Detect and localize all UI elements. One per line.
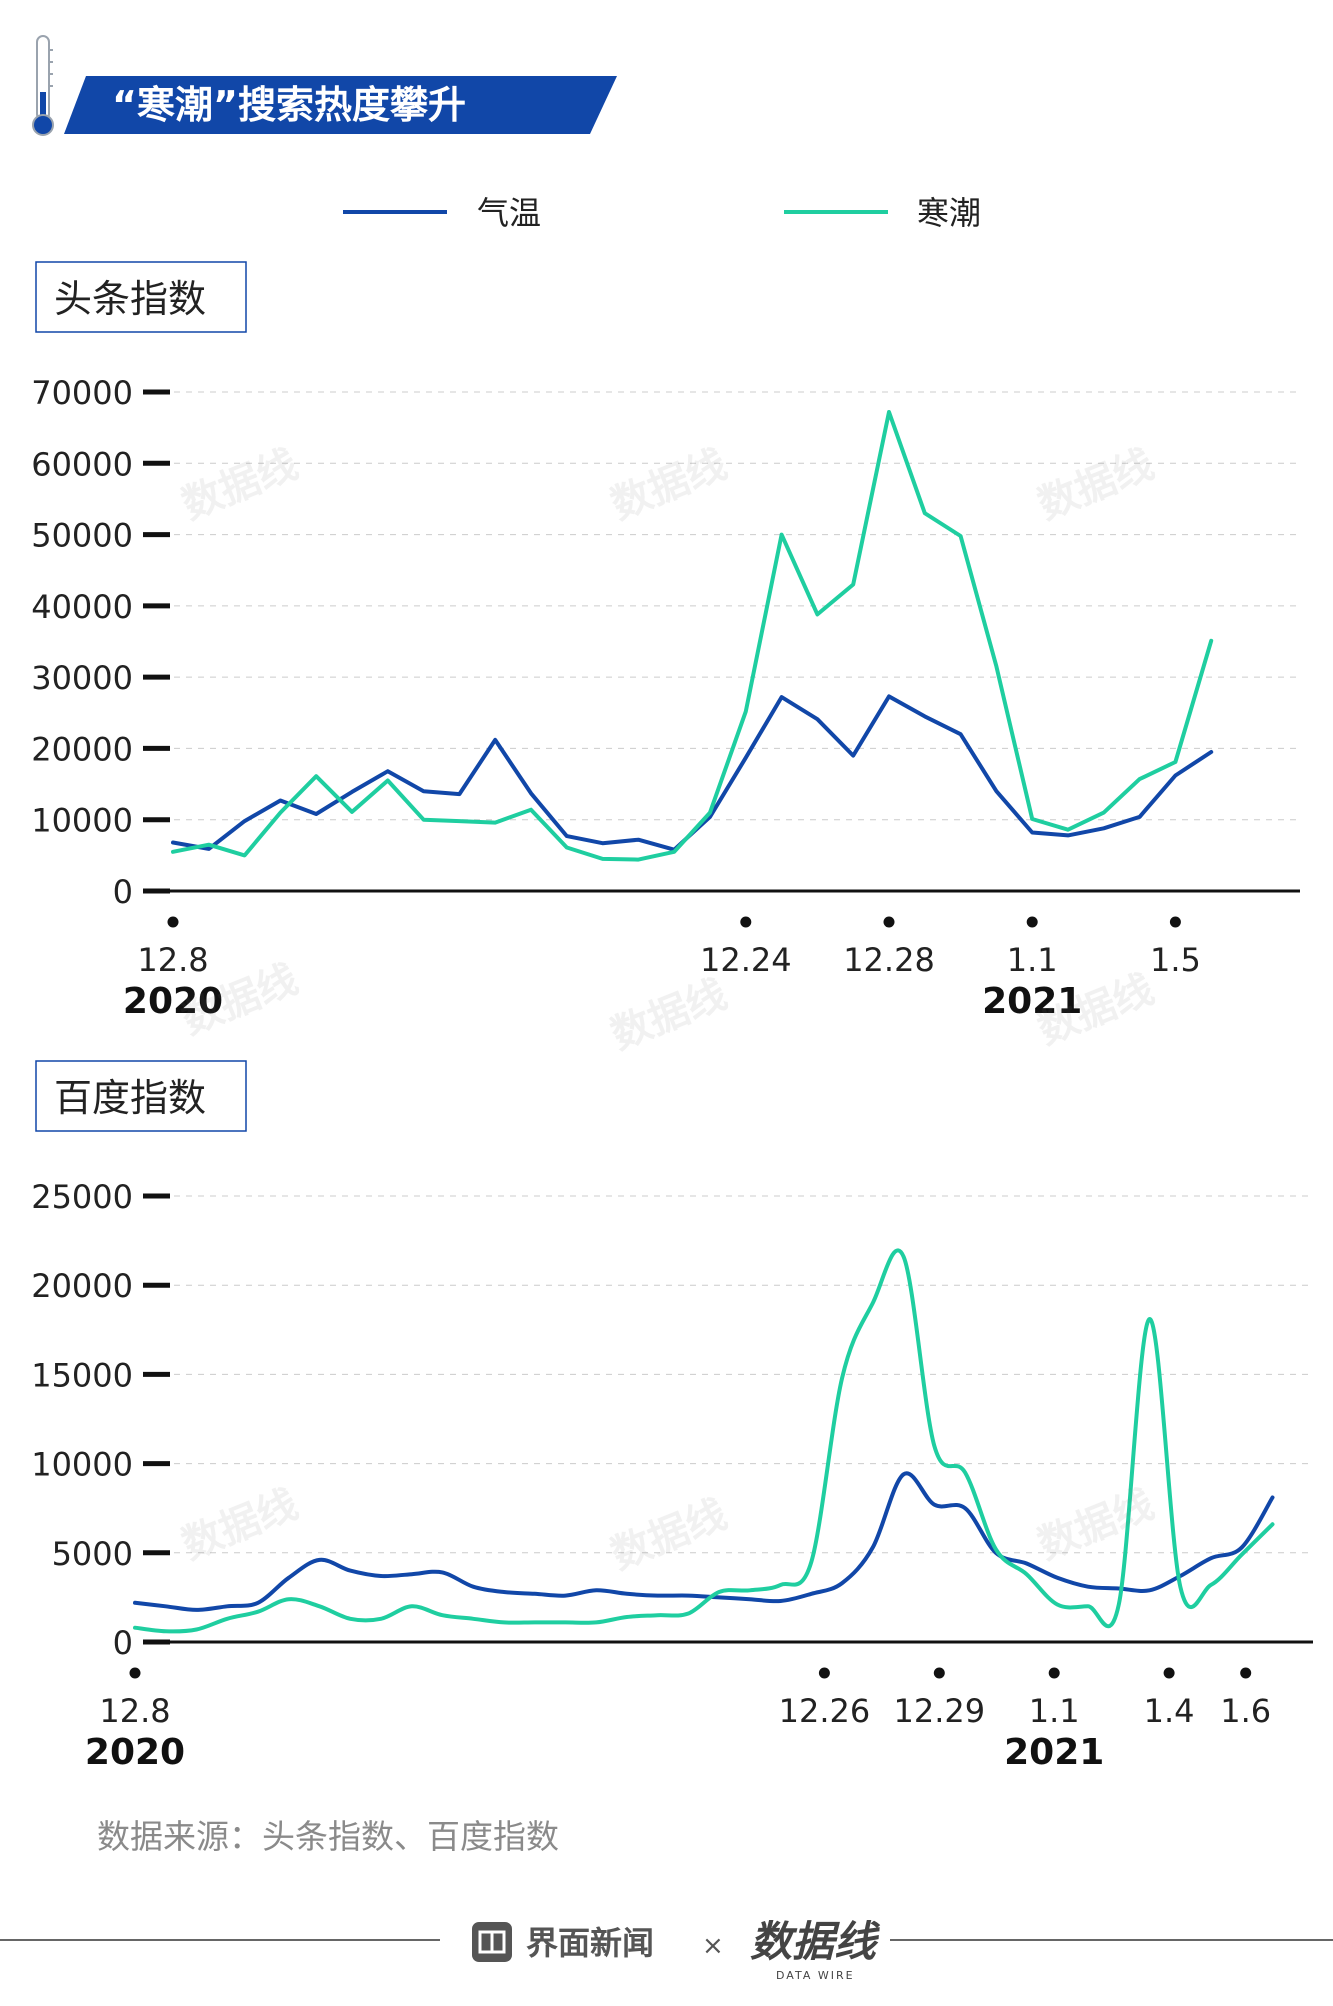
chart-title-box <box>35 261 247 333</box>
x-tick-label: 12.26 <box>779 1692 871 1730</box>
x-tick-label: 12.28 <box>843 941 935 979</box>
x-tick-label: 12.8 <box>137 941 208 979</box>
series-line-temperature <box>133 1471 1275 1612</box>
y-tick-label: 70000 <box>31 374 133 412</box>
year-label: 2020 <box>85 1732 185 1773</box>
y-tick-label: 5000 <box>52 1535 133 1573</box>
x-tick-dot <box>1048 1667 1060 1679</box>
title-banner <box>64 76 617 134</box>
x-tick-dot <box>167 916 179 928</box>
x-tick-dot <box>1026 916 1038 928</box>
legend-label-temperature: 气温 <box>477 194 541 230</box>
y-tick-label: 25000 <box>31 1178 133 1216</box>
x-tick-label: 1.1 <box>1007 941 1058 979</box>
x-tick-dot <box>1240 1667 1252 1679</box>
x-tick-dot <box>933 1667 945 1679</box>
y-tick-label: 20000 <box>31 1267 133 1305</box>
chart-title: 头条指数 <box>54 277 206 321</box>
x-tick-label: 12.29 <box>893 1692 985 1730</box>
y-tick-label: 60000 <box>31 445 133 483</box>
header: “寒潮”搜索热度攀升 气温 寒潮 <box>32 35 981 230</box>
x-tick-label: 1.5 <box>1150 941 1201 979</box>
x-tick-label: 12.8 <box>99 1692 170 1730</box>
footer: 界面新闻 × 数据线 DATA WIRE <box>0 1917 1333 1982</box>
y-tick-label: 30000 <box>31 659 133 697</box>
y-tick-label: 0 <box>113 873 133 911</box>
partner-logo: 数据线 <box>750 1917 881 1966</box>
x-tick-dot <box>818 1667 830 1679</box>
chart-title-box <box>35 1060 247 1132</box>
jiemian-logo-icon <box>472 1922 512 1962</box>
thermometer-icon <box>32 35 54 136</box>
year-label: 2021 <box>1004 1732 1104 1773</box>
y-tick-label: 10000 <box>31 1446 133 1484</box>
series-line-cold-wave <box>171 410 1214 862</box>
y-tick-label: 40000 <box>31 588 133 626</box>
y-tick-label: 10000 <box>31 802 133 840</box>
y-tick-label: 0 <box>113 1624 133 1662</box>
y-tick-label: 20000 <box>31 730 133 768</box>
x-tick-label: 1.6 <box>1220 1692 1271 1730</box>
x-tick-dot <box>1169 916 1181 928</box>
year-label: 2021 <box>982 981 1082 1022</box>
x-tick-dot <box>740 916 752 928</box>
legend: 气温 寒潮 <box>343 194 981 230</box>
footer-cross: × <box>702 1931 724 1961</box>
x-tick-label: 1.4 <box>1144 1692 1195 1730</box>
chart-title: 百度指数 <box>54 1076 206 1120</box>
x-tick-label: 12.24 <box>700 941 792 979</box>
x-tick-dot <box>1163 1667 1175 1679</box>
y-tick-label: 15000 <box>31 1356 133 1394</box>
y-tick-label: 50000 <box>31 517 133 555</box>
year-label: 2020 <box>123 981 223 1022</box>
x-tick-dot <box>883 916 895 928</box>
publisher-name: 界面新闻 <box>526 1924 654 1962</box>
toutiao-chart: 头条指数 70000 60000 50000 40000 30000 20000 10000 0… <box>31 261 1300 1022</box>
partner-logo-sub: DATA WIRE <box>776 1969 855 1982</box>
series-line-cold-wave <box>133 1248 1275 1634</box>
legend-label-cold-wave: 寒潮 <box>917 194 981 230</box>
baidu-chart: 百度指数 25000 20000 15000 10000 5000 0 12.8 12.26 12… <box>31 1060 1313 1773</box>
source-note: 数据来源：头条指数、百度指数 <box>97 1817 559 1856</box>
page-title: “寒潮”搜索热度攀升 <box>112 83 466 127</box>
x-tick-label: 1.1 <box>1029 1692 1080 1730</box>
x-tick-dot <box>129 1667 141 1679</box>
